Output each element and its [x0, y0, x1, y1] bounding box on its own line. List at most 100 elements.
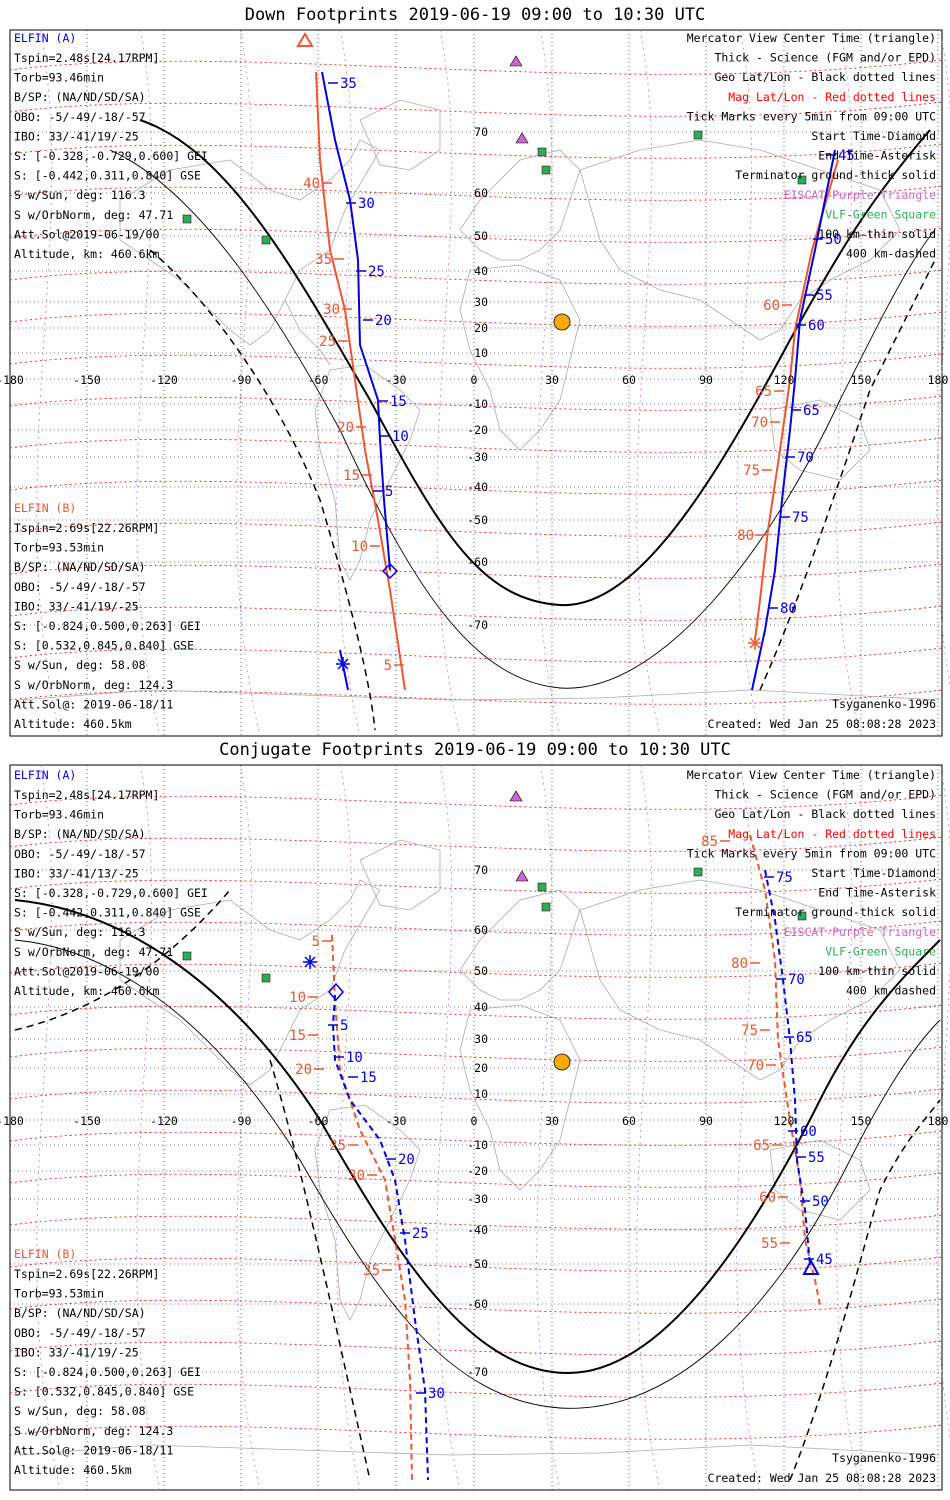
elfin-b-tick-label: 20: [295, 1062, 312, 1078]
elfin-b-info-line: Tspin=2.69s[22.26RPM]: [14, 1267, 159, 1281]
elfin-b-tick-label: 25: [319, 334, 336, 350]
elfin-a-info-line: S w/Sun, deg: 116.3: [14, 925, 146, 939]
lat-label: 30: [474, 295, 488, 309]
elfin-b-track-left: [315, 71, 406, 691]
elfin-a-tick-label: 30: [358, 196, 375, 212]
lon-label: 0: [471, 1114, 478, 1128]
elfin-b-tick-label: 35: [315, 252, 332, 268]
elfin-a-tick-label: 5: [385, 484, 393, 500]
elfin-a-info-line: Altitude, km: 460.6km: [14, 984, 159, 998]
panel-title-down: Down Footprints 2019-06-19 09:00 to 10:3…: [244, 5, 706, 25]
lat-label: -50: [467, 1257, 488, 1271]
elfin-a-info-line: S: [-0.442,0.311,0.840] GSE: [14, 169, 201, 183]
center-time-triangle: [296, 32, 314, 47]
lon-label: 150: [851, 373, 872, 387]
elfin-a-tick-label: 70: [797, 450, 814, 466]
elfin-b-tick-label: 15: [289, 1028, 306, 1044]
elfin-b-tick-label: 25: [329, 1138, 346, 1154]
elfin-b-info-line: S w/Sun, deg: 58.08: [14, 658, 146, 672]
elfin-b-tick-label: 10: [351, 539, 368, 555]
elfin-b-tick-label: 70: [751, 415, 768, 431]
elfin-b-info-line: IBO: 33/-41/19/-25: [14, 1345, 139, 1359]
legend-entry: 400 km-dashed: [846, 247, 936, 261]
elfin-b-tick-label: 5: [384, 658, 392, 674]
elfin-a-tick-label: 50: [812, 1194, 829, 1210]
lat-label: 10: [474, 1087, 488, 1101]
elfin-a-tick-label: 70: [788, 972, 805, 988]
elfin-a-info-line: Torb=93.46min: [14, 808, 104, 822]
elfin-a-tick-label: 50: [825, 232, 842, 248]
elfin-b-info-line: B/SP: (NA/ND/SD/SA): [14, 560, 146, 574]
elfin-a-info-line: S: [-0.328,-0.729,0.600] GEI: [14, 149, 208, 163]
legend-entry: 400 km-dashed: [846, 984, 936, 998]
lat-label: -40: [467, 480, 488, 494]
elfin-a-tick-label: 20: [398, 1152, 415, 1168]
map-panel-conjugate: 5101520253075706560555045510152025303585…: [0, 764, 950, 1491]
elfin-a-tick-label: 80: [780, 601, 797, 617]
end-asterisk-a: [336, 657, 350, 671]
elfin-b-tick-label: 75: [741, 1023, 758, 1039]
lat-label: -10: [467, 1138, 488, 1152]
elfin-b-info-line: OBO: -5/-49/-18/-57: [14, 1326, 146, 1340]
elfin-a-info-line: S w/OrbNorm, deg: 47.71: [14, 208, 173, 222]
start-diamond-a: [381, 562, 399, 580]
elfin-a-info-line: Tspin=2.48s[24.17RPM]: [14, 788, 159, 802]
created-label: Created: Wed Jan 25 08:08:28 2023: [708, 1471, 937, 1485]
elfin-b-tick-label: 10: [289, 990, 306, 1006]
elfin-b-tick-label: 35: [363, 1263, 380, 1279]
elfin-a-info-line: B/SP: (NA/ND/SD/SA): [14, 90, 146, 104]
lon-label: 30: [545, 373, 559, 387]
legend-entry: EISCAT-Purple Triangle: [784, 925, 936, 939]
elfin-b-info-line: S: [0.532,0.845,0.840] GSE: [14, 639, 194, 653]
legend-entry: Tick Marks every 5min from 09:00 UTC: [687, 109, 936, 123]
lat-label: 70: [474, 863, 488, 877]
elfin-b-tick-label: 30: [348, 1168, 365, 1184]
legend-entry: End Time-Asterisk: [818, 886, 936, 900]
lat-label: 50: [474, 964, 488, 978]
elfin-a-tick-label: 75: [792, 510, 809, 526]
sun-icon: [553, 1053, 571, 1071]
elfin-a-tick-label: 75: [776, 870, 793, 886]
purple-triangle-icon: [509, 790, 523, 802]
elfin-a-track-right: [751, 149, 836, 691]
elfin-b-conj-left: [331, 934, 413, 1481]
center-time-triangle-conj: [802, 1258, 820, 1275]
elfin-b-info-line: Torb=93.53min: [14, 1287, 104, 1301]
elfin-b-info-line: S: [0.532,0.845,0.840] GSE: [14, 1385, 194, 1399]
lat-label: 10: [474, 346, 488, 360]
elfin-b-info-line: Att.Sol@: 2019-06-18/11: [14, 1443, 173, 1457]
lon-label: -60: [308, 1114, 329, 1128]
elfin-a-tick-label: 30: [428, 1386, 445, 1402]
legend-entry: End Time-Asterisk: [818, 149, 936, 163]
elfin-b-tick-label: 15: [343, 468, 360, 484]
elfin-a-tick-label: 5: [340, 1018, 348, 1034]
elfin-b-tick-label: 55: [761, 1236, 778, 1252]
elfin-a-info-line: Altitude, km: 460.6km: [14, 247, 159, 261]
lat-label: -20: [467, 1164, 488, 1178]
legend-entry: Mercator View Center Time (triangle): [687, 768, 936, 782]
legend-entry: Mercator View Center Time (triangle): [687, 31, 936, 45]
elfin-a-tick-label: 15: [390, 394, 407, 410]
elfin-b-info-line: S: [-0.824,0.500,0.263] GEI: [14, 1365, 201, 1379]
lat-label: -40: [467, 1223, 488, 1237]
legend-entry: Tick Marks every 5min from 09:00 UTC: [687, 846, 936, 860]
elfin-b-title: ELFIN (B): [14, 501, 76, 515]
elfin-b-info-line: S w/OrbNorm, deg: 124.3: [14, 678, 173, 692]
elfin-a-info-line: IBO: 33/-41/19/-25: [14, 129, 139, 143]
lat-label: -30: [467, 1192, 488, 1206]
lon-label: -180: [0, 1114, 24, 1128]
start-diamond-a-conj: [328, 982, 344, 1002]
legend-entry: 100 km-thin solid: [818, 964, 936, 978]
elfin-b-conj-right: [749, 834, 821, 1306]
legend-entry: Mag Lat/Lon - Red dotted lines: [728, 827, 936, 841]
elfin-b-tick-label: 80: [737, 528, 754, 544]
lat-label: 50: [474, 229, 488, 243]
legend-entry: Start Time-Diamond: [811, 129, 936, 143]
lon-label: -180: [0, 373, 24, 387]
elfin-a-title: ELFIN (A): [14, 31, 76, 45]
lon-label: -30: [386, 1114, 407, 1128]
lon-label: 60: [622, 373, 636, 387]
elfin-b-tick-label: 20: [337, 420, 354, 436]
lon-label: 90: [699, 1114, 713, 1128]
lon-label: 0: [471, 373, 478, 387]
